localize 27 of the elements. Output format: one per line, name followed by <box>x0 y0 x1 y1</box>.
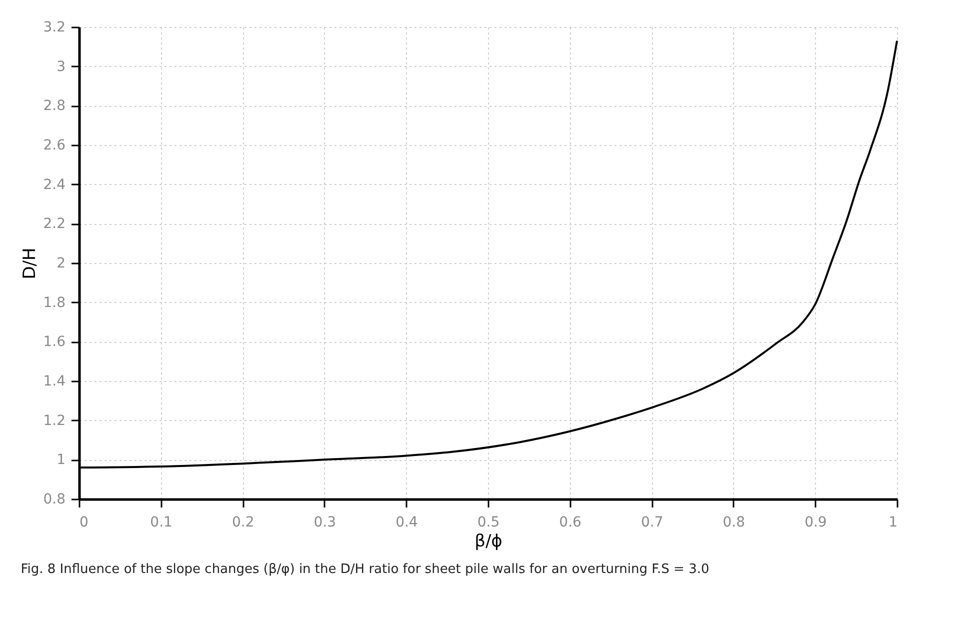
y-tick-label: 2.4 <box>43 176 66 193</box>
x-tick-label: 0.2 <box>232 514 254 530</box>
y-tick-label: 0.8 <box>43 492 66 508</box>
y-tick-label: 1.6 <box>43 334 66 350</box>
x-tick-label: 0 <box>80 514 88 530</box>
y-tick-label: 2 <box>56 256 66 272</box>
x-tick-label: 0.6 <box>559 514 582 530</box>
y-tick-label: 3.2 <box>43 20 66 36</box>
y-axis-title: D/H <box>20 248 40 280</box>
x-tick-label: 0.1 <box>150 514 172 530</box>
y-tick-label: 1 <box>56 452 66 468</box>
x-tick-label: 0.5 <box>477 514 500 530</box>
y-tick-label: 1.8 <box>43 294 66 311</box>
y-tick-label: 2.8 <box>43 98 66 114</box>
y-tick-label: 2.6 <box>43 138 66 154</box>
x-axis-title: β/ϕ <box>474 532 502 552</box>
x-tick-label: 0.9 <box>804 514 827 530</box>
x-tick-label: 0.8 <box>722 514 746 530</box>
caption: Fig. 8 Influence of the slope changes (β/φ) in the D/H ratio for sheet pile walls for an overturning F.S = 3.0 <box>20 562 710 577</box>
y-tick-label: 3 <box>56 58 66 75</box>
x-tick-label: 0.3 <box>314 514 336 530</box>
x-tick-label: 0.7 <box>640 514 664 530</box>
x-tick-label: 0.4 <box>396 514 418 530</box>
y-tick-label: 2.2 <box>43 216 66 232</box>
y-tick-label: 1.4 <box>43 374 66 390</box>
y-tick-label: 1.2 <box>43 412 66 429</box>
x-tick-label: 1 <box>888 514 898 530</box>
